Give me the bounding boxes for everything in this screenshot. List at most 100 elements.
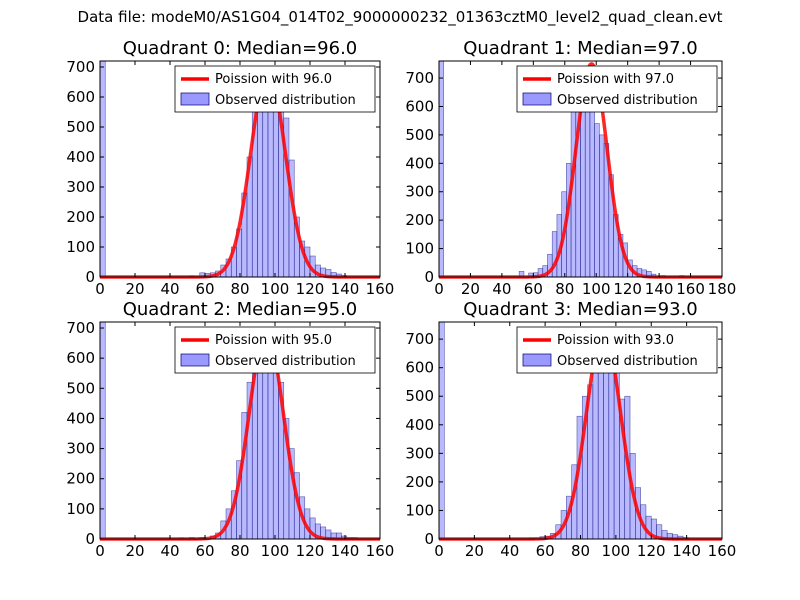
legend-label-observed: Observed distribution	[215, 93, 356, 108]
x-tick-label: 140	[672, 542, 701, 560]
legend-label-observed: Observed distribution	[215, 354, 356, 369]
legend-label-poisson: Poission with 93.0	[557, 333, 674, 348]
y-tick-label: 500	[66, 118, 95, 136]
x-tick-label: 60	[524, 280, 543, 298]
x-tick-label: 160	[366, 280, 395, 298]
y-tick-label: 500	[405, 126, 434, 144]
histogram-bar	[438, 321, 445, 540]
histogram-bar	[597, 361, 604, 540]
x-tick-label: 20	[461, 280, 480, 298]
figure-title: Data file: modeM0/AS1G04_014T02_90000002…	[77, 8, 723, 26]
y-tick-label: 100	[66, 238, 95, 256]
x-tick-label: 0	[95, 280, 105, 298]
y-tick-label: 200	[66, 470, 95, 488]
histogram-bar	[99, 60, 106, 278]
x-tick-label: 60	[195, 542, 214, 560]
x-tick-label: 100	[582, 280, 611, 298]
y-tick-label: 700	[405, 330, 434, 348]
x-tick-label: 140	[645, 280, 674, 298]
legend-patch-icon	[180, 353, 210, 367]
legend-label-observed: Observed distribution	[557, 354, 698, 369]
y-tick-label: 600	[405, 359, 434, 377]
histogram-bar	[99, 321, 106, 540]
x-tick-label: 160	[676, 280, 705, 298]
histogram-bar	[603, 355, 610, 540]
x-tick-label: 120	[613, 280, 642, 298]
y-tick-label: 300	[405, 444, 434, 462]
quadrant-panel-2: 0 20 40 60 80 100 120 140 160 0 100 200 300 400 500 600…	[66, 299, 394, 560]
x-tick-label: 140	[331, 542, 360, 560]
y-tick-label: 0	[424, 268, 434, 286]
y-tick-label: 100	[66, 500, 95, 518]
histogram-bar	[257, 345, 264, 540]
x-tick-label: 40	[492, 280, 511, 298]
legend: Poission with 95.0 Observed distribution	[174, 326, 376, 374]
y-tick-label: 0	[85, 268, 95, 286]
x-tick-label: 40	[160, 542, 179, 560]
histogram-bar	[262, 87, 269, 278]
x-tick-label: 80	[230, 542, 249, 560]
histogram-bar	[608, 350, 615, 540]
x-tick-label: 100	[261, 280, 290, 298]
panel-title: Quadrant 1: Median=97.0	[463, 38, 698, 59]
x-tick-label: 120	[637, 542, 666, 560]
axes-frame	[438, 60, 723, 278]
y-tick-label: 400	[405, 154, 434, 172]
y-tick-label: 0	[85, 530, 95, 548]
x-tick-label: 120	[296, 280, 325, 298]
panel-title: Quadrant 0: Median=96.0	[123, 38, 358, 59]
histogram-bar	[592, 367, 599, 540]
x-tick-label: 140	[331, 280, 360, 298]
x-tick-label: 180	[708, 280, 737, 298]
y-tick-label: 0	[424, 530, 434, 548]
y-tick-label: 400	[66, 409, 95, 427]
legend-patch-icon	[522, 92, 552, 106]
legend: Poission with 96.0 Observed distribution	[174, 65, 376, 113]
y-tick-label: 100	[405, 240, 434, 258]
x-tick-label: 40	[160, 280, 179, 298]
y-tick-label: 200	[405, 211, 434, 229]
x-tick-label: 20	[465, 542, 484, 560]
y-tick-label: 200	[405, 473, 434, 491]
y-tick-label: 300	[405, 183, 434, 201]
y-tick-label: 500	[405, 387, 434, 405]
quadrant-panel-1: 0 20 40 60 80 100 120 140 160 1800100200300400500…	[405, 38, 736, 298]
x-tick-label: 20	[125, 280, 144, 298]
y-tick-label: 100	[405, 501, 434, 519]
x-tick-label: 80	[555, 280, 574, 298]
histogram-bar	[272, 93, 279, 278]
x-tick-label: 0	[434, 280, 444, 298]
y-tick-label: 700	[66, 58, 95, 76]
x-tick-label: 160	[366, 542, 395, 560]
y-tick-label: 300	[66, 178, 95, 196]
y-tick-label: 400	[405, 416, 434, 434]
x-tick-label: 0	[434, 542, 444, 560]
histogram-bar	[589, 106, 595, 278]
y-tick-label: 600	[66, 88, 95, 106]
y-tick-label: 200	[66, 208, 95, 226]
x-tick-label: 100	[261, 542, 290, 560]
x-tick-label: 100	[602, 542, 631, 560]
legend-label-poisson: Poission with 96.0	[215, 72, 332, 87]
panel-title: Quadrant 2: Median=95.0	[123, 299, 358, 320]
y-tick-label: 300	[66, 440, 95, 458]
histogram-bar	[257, 96, 264, 278]
legend-label-poisson: Poission with 95.0	[215, 333, 332, 348]
panel-title: Quadrant 3: Median=93.0	[463, 299, 698, 320]
x-tick-label: 60	[536, 542, 555, 560]
y-tick-label: 400	[66, 148, 95, 166]
y-tick-label: 500	[66, 379, 95, 397]
y-tick-label: 700	[66, 319, 95, 337]
histogram-bar	[584, 97, 591, 278]
x-tick-label: 80	[571, 542, 590, 560]
y-tick-label: 700	[405, 69, 434, 87]
histogram-bar	[599, 134, 605, 278]
quadrant-panel-3: 0 20 40 60 80 100 120 140 160 0 100 200 300 400 500 600…	[405, 299, 736, 560]
legend-label-observed: Observed distribution	[557, 93, 698, 108]
x-tick-label: 60	[195, 280, 214, 298]
legend: Poission with 93.0 Observed distribution	[516, 326, 718, 374]
x-tick-label: 160	[708, 542, 737, 560]
x-tick-label: 120	[296, 542, 325, 560]
x-tick-label: 20	[125, 542, 144, 560]
